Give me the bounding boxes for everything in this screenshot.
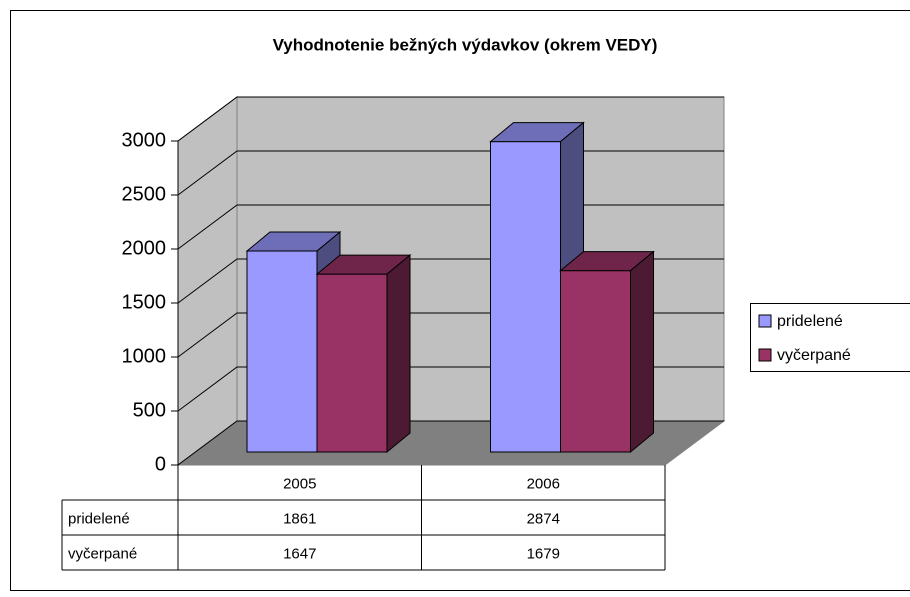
- legend-box: [750, 303, 910, 372]
- y-tick-label: 2000: [122, 237, 167, 259]
- bar-side: [630, 250, 654, 454]
- table-value: 1647: [283, 545, 316, 562]
- y-tick-label: 2500: [122, 183, 167, 205]
- table-value: 2874: [527, 510, 560, 527]
- chart-title: Vyhodnotenie bežných výdavkov (okrem VED…: [273, 35, 658, 54]
- table-row-label: vyčerpané: [68, 545, 137, 562]
- y-tick-label: 1500: [122, 291, 167, 313]
- bar-side: [386, 254, 411, 454]
- bar: [246, 250, 318, 453]
- y-tick-label: 500: [133, 399, 166, 421]
- bar: [316, 273, 388, 453]
- legend-swatch: [758, 314, 772, 328]
- legend-swatch: [758, 348, 772, 362]
- legend-label: pridelené: [777, 313, 843, 330]
- bar: [560, 270, 631, 453]
- x-tick-label: 2006: [527, 475, 560, 492]
- table-row-label: pridelené: [68, 510, 130, 527]
- y-tick-label: 3000: [122, 129, 167, 151]
- grid-line: [177, 96, 724, 142]
- y-tick-label: 1000: [122, 345, 167, 367]
- table-value: 1679: [527, 545, 560, 562]
- table-value: 1861: [283, 510, 316, 527]
- bar: [490, 141, 561, 453]
- legend-label: vyčerpané: [777, 347, 851, 364]
- x-tick-label: 2005: [283, 475, 316, 492]
- y-tick-label: 0: [155, 453, 166, 475]
